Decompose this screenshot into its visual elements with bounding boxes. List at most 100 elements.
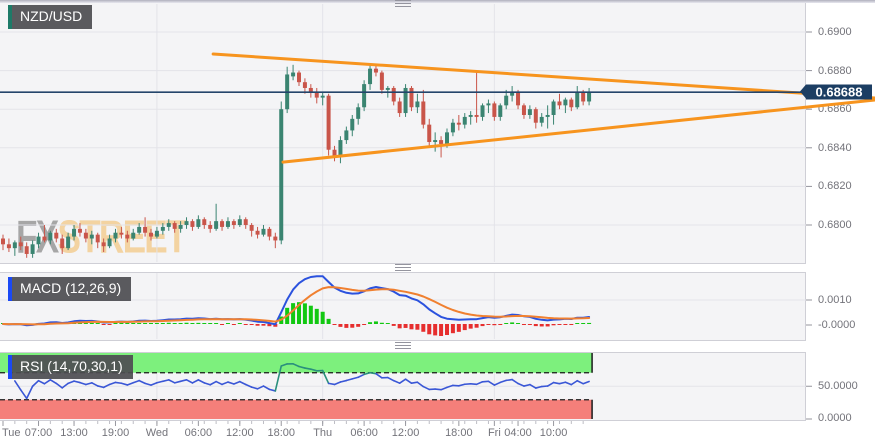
candle[interactable] xyxy=(563,99,568,106)
panel-resize-handle[interactable] xyxy=(395,342,411,349)
candle[interactable] xyxy=(6,244,11,249)
triangle-lower[interactable] xyxy=(281,98,875,164)
candle[interactable] xyxy=(48,232,53,241)
candle[interactable] xyxy=(409,87,414,108)
candle[interactable] xyxy=(95,234,100,243)
candle[interactable] xyxy=(113,232,118,239)
candle[interactable] xyxy=(539,116,544,123)
candle[interactable] xyxy=(308,87,313,92)
candle[interactable] xyxy=(314,91,319,98)
candle[interactable] xyxy=(125,234,130,239)
candle[interactable] xyxy=(225,221,230,227)
candle[interactable] xyxy=(545,114,550,117)
candle[interactable] xyxy=(149,232,153,237)
candle[interactable] xyxy=(504,95,509,106)
candle[interactable] xyxy=(154,230,159,237)
candle[interactable] xyxy=(332,149,337,156)
macd-panel[interactable] xyxy=(0,272,806,341)
candle[interactable] xyxy=(575,91,580,108)
candle[interactable] xyxy=(1,238,5,245)
candle[interactable] xyxy=(190,221,195,227)
candle[interactable] xyxy=(249,225,254,231)
candle[interactable] xyxy=(72,228,77,237)
candle[interactable] xyxy=(237,219,242,225)
candle[interactable] xyxy=(160,226,165,231)
candle[interactable] xyxy=(184,221,189,225)
candle[interactable] xyxy=(66,236,71,249)
candle[interactable] xyxy=(445,132,449,144)
candle[interactable] xyxy=(208,225,213,229)
candle[interactable] xyxy=(214,221,219,229)
candle[interactable] xyxy=(385,87,390,90)
candle[interactable] xyxy=(131,232,136,239)
candle[interactable] xyxy=(18,242,23,247)
candle[interactable] xyxy=(403,87,408,114)
candle[interactable] xyxy=(89,234,94,239)
candle[interactable] xyxy=(356,107,361,119)
candle[interactable] xyxy=(427,124,432,143)
candle[interactable] xyxy=(320,95,325,98)
candle[interactable] xyxy=(533,109,538,123)
candle[interactable] xyxy=(498,105,503,117)
candle[interactable] xyxy=(243,219,248,225)
candle[interactable] xyxy=(338,140,343,156)
candle[interactable] xyxy=(480,105,485,117)
candle[interactable] xyxy=(527,109,532,115)
candle[interactable] xyxy=(172,223,177,229)
candle[interactable] xyxy=(468,114,473,117)
candle[interactable] xyxy=(456,122,461,125)
candle[interactable] xyxy=(36,236,41,245)
candle[interactable] xyxy=(587,92,592,102)
candle[interactable] xyxy=(415,101,420,108)
candle[interactable] xyxy=(373,68,378,73)
candle[interactable] xyxy=(255,230,260,235)
candle[interactable] xyxy=(12,242,17,249)
candle[interactable] xyxy=(391,87,396,102)
candle[interactable] xyxy=(30,244,35,254)
candle[interactable] xyxy=(326,95,331,150)
panel-resize-handle[interactable] xyxy=(395,264,411,271)
candle[interactable] xyxy=(439,140,444,144)
candle[interactable] xyxy=(178,225,183,229)
candle[interactable] xyxy=(368,68,373,85)
candle[interactable] xyxy=(297,72,301,83)
time-axis[interactable]: Tue 07:00 13:00 19:00 Wed 06:00 12:00 18:00 Thu 0… xyxy=(0,421,875,446)
candle[interactable] xyxy=(492,103,497,117)
triangle-upper[interactable] xyxy=(211,52,875,100)
candle[interactable] xyxy=(119,232,124,235)
candle[interactable] xyxy=(397,101,402,114)
candle[interactable] xyxy=(462,116,467,125)
candle[interactable] xyxy=(143,226,148,233)
candle[interactable] xyxy=(107,238,112,247)
candle[interactable] xyxy=(42,236,47,241)
candle[interactable] xyxy=(421,101,426,125)
candle[interactable] xyxy=(101,242,106,247)
candle[interactable] xyxy=(231,221,236,225)
candle[interactable] xyxy=(267,228,272,237)
candle[interactable] xyxy=(474,114,479,117)
candle[interactable] xyxy=(77,228,82,233)
candle[interactable] xyxy=(433,140,438,143)
candle[interactable] xyxy=(344,130,349,141)
candle[interactable] xyxy=(581,91,586,102)
candle[interactable] xyxy=(273,236,278,241)
candle[interactable] xyxy=(362,84,367,108)
candle[interactable] xyxy=(220,221,225,227)
candle[interactable] xyxy=(291,72,296,77)
candle[interactable] xyxy=(350,118,355,131)
candle[interactable] xyxy=(54,232,59,239)
candle[interactable] xyxy=(166,223,171,227)
candle[interactable] xyxy=(551,101,556,115)
candle[interactable] xyxy=(510,91,515,96)
candle[interactable] xyxy=(379,72,384,90)
candle[interactable] xyxy=(486,103,491,106)
candle[interactable] xyxy=(137,226,142,233)
candle[interactable] xyxy=(557,101,562,106)
candle[interactable] xyxy=(24,246,29,254)
candle[interactable] xyxy=(521,105,526,115)
candle[interactable] xyxy=(83,232,88,239)
candle[interactable] xyxy=(196,219,201,227)
candle[interactable] xyxy=(450,122,455,133)
candle[interactable] xyxy=(516,91,521,106)
candle[interactable] xyxy=(202,219,207,225)
